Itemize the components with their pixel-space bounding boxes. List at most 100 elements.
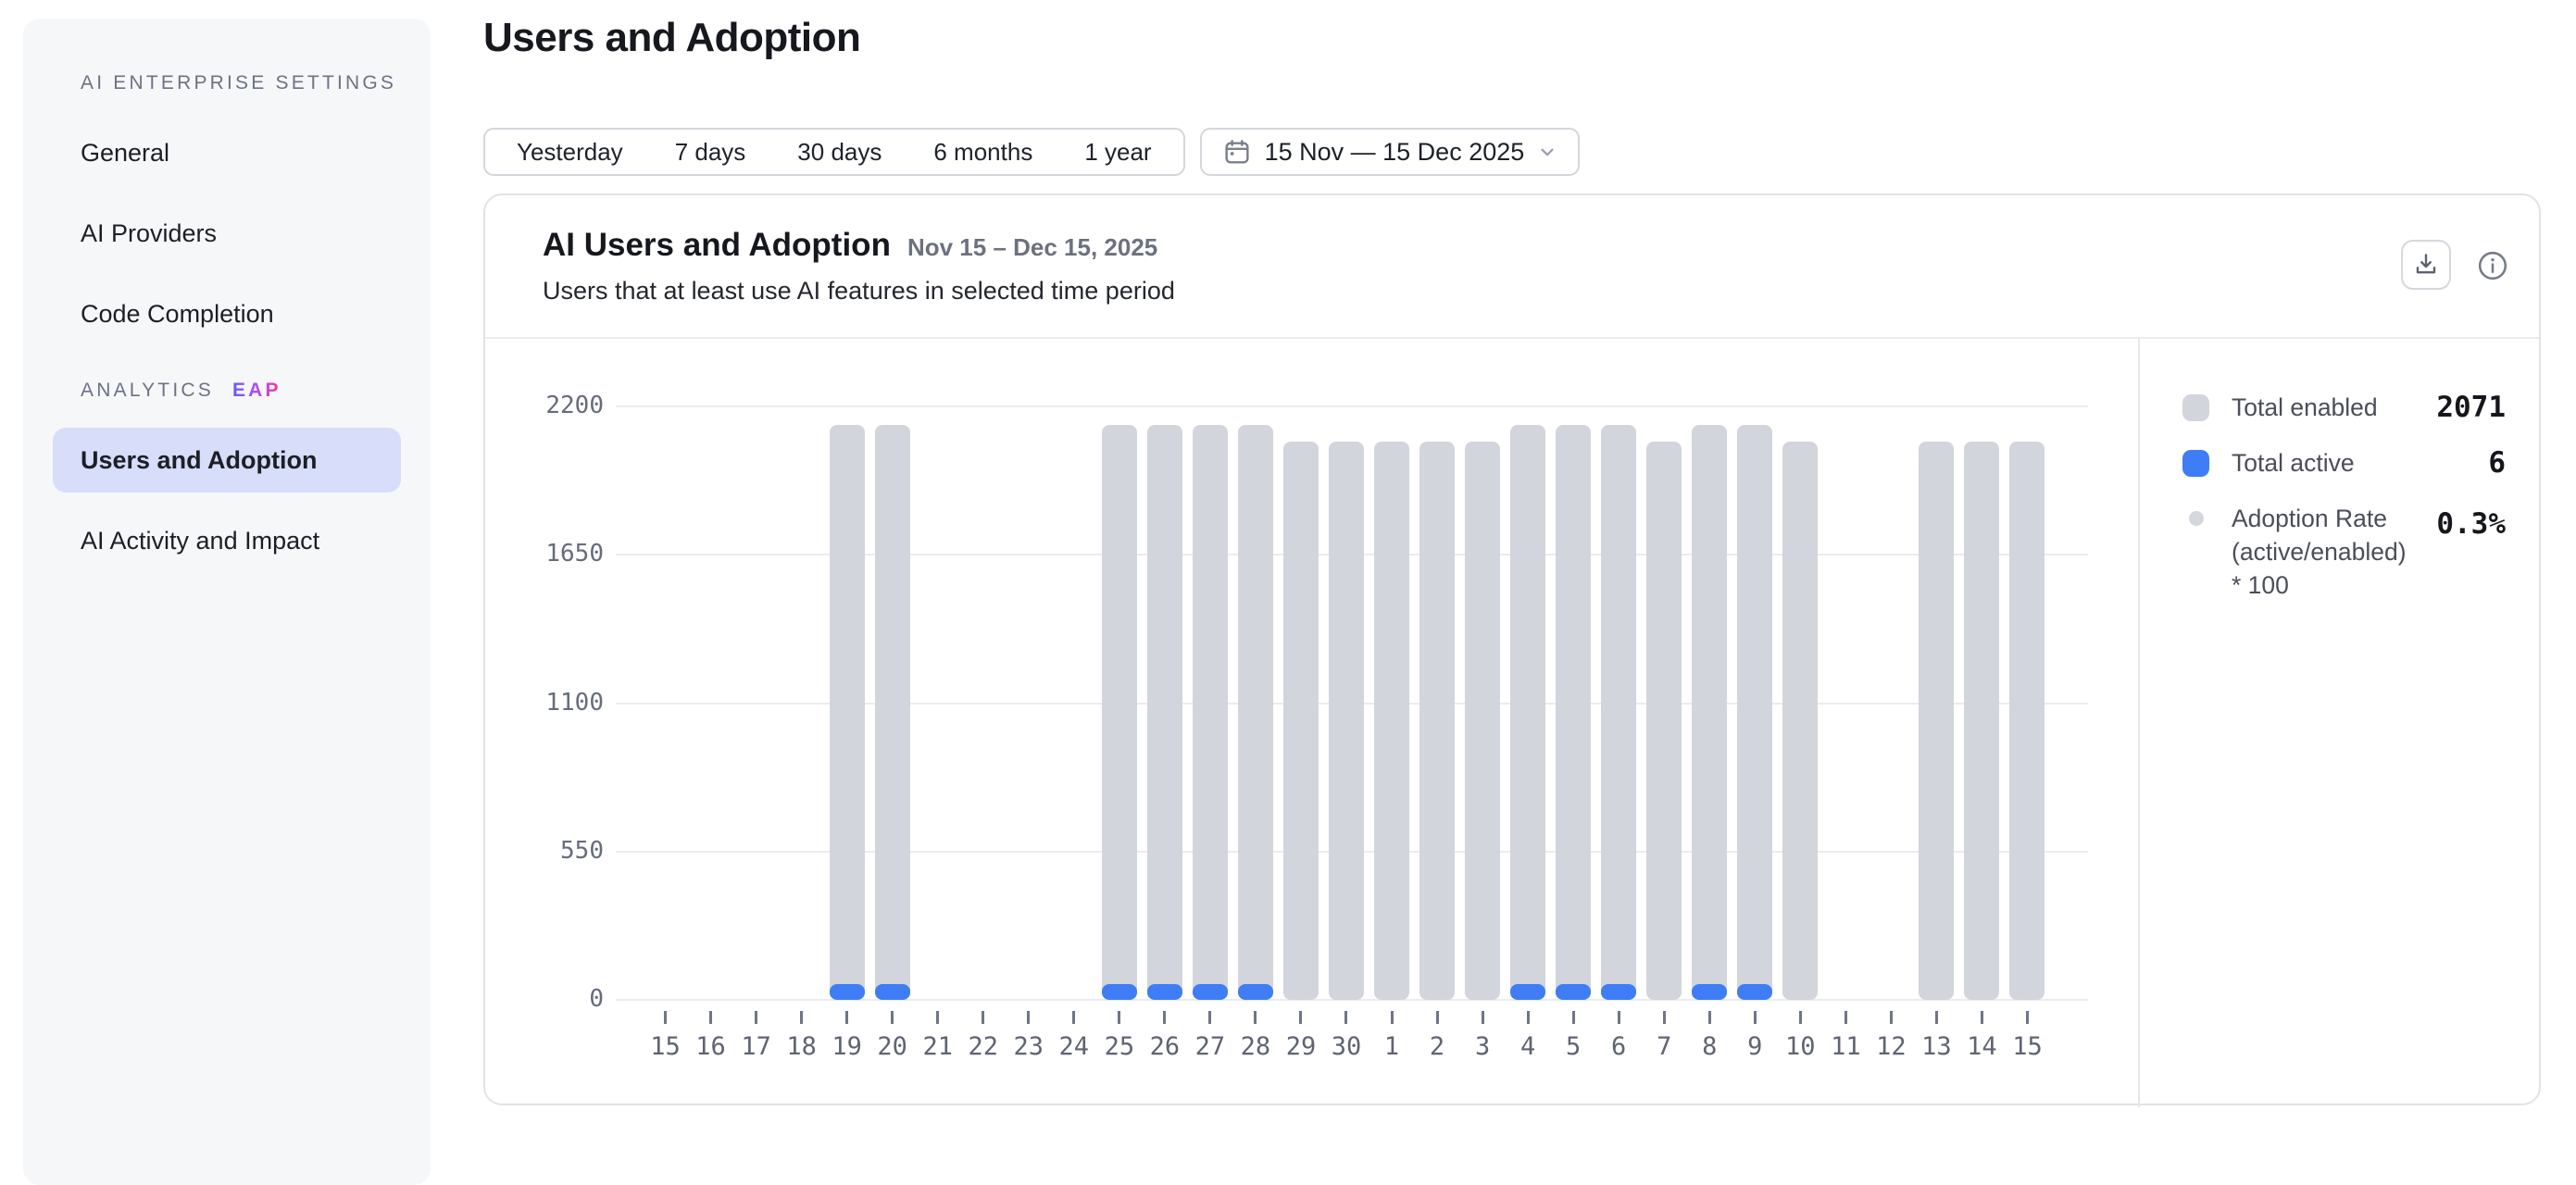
- total-enabled-bar[interactable]: [1419, 442, 1456, 1000]
- time-preset-yesterday[interactable]: Yesterday: [517, 137, 623, 166]
- x-axis-label-19: 19: [832, 1032, 862, 1061]
- chart-slot-day-17: 17: [733, 406, 779, 1061]
- total-active-bar[interactable]: [1556, 984, 1592, 1000]
- sidebar: AI ENTERPRISE SETTINGS General AI Provide…: [23, 19, 431, 1185]
- date-range-picker-button[interactable]: 15 Nov — 15 Dec 2025: [1199, 128, 1581, 176]
- total-active-bar[interactable]: [874, 984, 910, 1000]
- total-enabled-bar[interactable]: [1374, 442, 1410, 1000]
- x-axis-tick: [1844, 1011, 1847, 1024]
- total-enabled-bar[interactable]: [2009, 442, 2045, 1000]
- y-axis-label-1650: 1650: [545, 540, 604, 568]
- total-enabled-bar[interactable]: [1646, 442, 1682, 1000]
- info-button[interactable]: [2476, 249, 2509, 282]
- bar-column: [784, 406, 819, 1000]
- total-enabled-bar[interactable]: [1328, 442, 1364, 1000]
- time-preset-30-days[interactable]: 30 days: [797, 137, 882, 166]
- total-active-bar[interactable]: [1692, 984, 1728, 1000]
- bar-column: [1510, 406, 1546, 1000]
- x-axis-tick: [755, 1011, 758, 1024]
- chart-slot-day-22: 22: [960, 406, 1006, 1061]
- card-header: AI Users and Adoption Nov 15 – Dec 15, 2…: [485, 195, 2539, 337]
- total-active-bar[interactable]: [1101, 984, 1137, 1000]
- bar-column: [648, 406, 683, 1000]
- x-axis-tick: [936, 1011, 940, 1024]
- x-axis-tick: [1027, 1011, 1031, 1024]
- x-axis-tick: [1254, 1011, 1257, 1024]
- total-enabled-bar[interactable]: [1556, 425, 1592, 1000]
- x-axis-label-23: 23: [1013, 1032, 1044, 1061]
- total-enabled-bar[interactable]: [1465, 442, 1501, 1000]
- card-date-range: Nov 15 – Dec 15, 2025: [907, 233, 1158, 261]
- chart-slot-day-21: 21: [915, 406, 960, 1061]
- total-enabled-bar[interactable]: [1692, 425, 1728, 1000]
- sidebar-analytics-items: Users and Adoption AI Activity and Impact: [23, 428, 431, 573]
- chart-slot-day-19: 19: [824, 406, 869, 1061]
- bar-column: [966, 406, 1001, 1000]
- total-active-bar[interactable]: [1510, 984, 1546, 1000]
- x-axis-label-14: 14: [1967, 1032, 1997, 1061]
- x-axis-label-24: 24: [1058, 1032, 1090, 1061]
- chart-slot-day-18: 18: [779, 406, 824, 1061]
- total-enabled-bar[interactable]: [1601, 425, 1637, 1000]
- legend-label: Total active: [2232, 449, 2355, 477]
- bar-column: [1782, 406, 1819, 1000]
- total-enabled-bar[interactable]: [1192, 425, 1228, 1000]
- total-enabled-bar[interactable]: [829, 425, 865, 1000]
- bar-column: [1237, 406, 1273, 1000]
- x-axis-label-29: 29: [1285, 1032, 1317, 1061]
- total-enabled-bar[interactable]: [874, 425, 910, 1000]
- sidebar-settings-items: General AI Providers Code Completion: [23, 120, 431, 346]
- total-enabled-bar[interactable]: [1737, 425, 1773, 1000]
- sidebar-item-ai-activity-and-impact[interactable]: AI Activity and Impact: [81, 526, 320, 555]
- x-axis-tick: [709, 1011, 713, 1024]
- chart-slot-day-29: 29: [1278, 406, 1323, 1061]
- total-active-bar[interactable]: [1601, 984, 1637, 1000]
- bar-column: [1011, 406, 1046, 1000]
- x-axis-label-13: 13: [1921, 1032, 1952, 1061]
- time-preset-7-days[interactable]: 7 days: [674, 137, 746, 166]
- bar-column: [1057, 406, 1092, 1000]
- sidebar-item-users-and-adoption[interactable]: Users and Adoption: [53, 428, 401, 493]
- total-active-bar[interactable]: [1146, 984, 1182, 1000]
- total-active-bar[interactable]: [1192, 984, 1228, 1000]
- total-enabled-bar[interactable]: [1237, 425, 1273, 1000]
- time-preset-1-year[interactable]: 1 year: [1084, 137, 1152, 166]
- x-axis-tick: [1571, 1011, 1575, 1024]
- sidebar-item-general[interactable]: General: [81, 138, 170, 167]
- chart-slot-day-15: 15: [643, 406, 688, 1061]
- x-axis-label-27: 27: [1194, 1032, 1226, 1061]
- x-axis-label-26: 26: [1149, 1032, 1181, 1061]
- date-range-value: 15 Nov — 15 Dec 2025: [1264, 137, 1525, 166]
- bar-column: [1328, 406, 1364, 1000]
- chart-slot-day-10: 10: [1778, 406, 1823, 1061]
- sidebar-item-ai-providers[interactable]: AI Providers: [81, 218, 218, 247]
- x-axis-tick: [1707, 1011, 1711, 1024]
- time-preset-6-months[interactable]: 6 months: [933, 137, 1033, 166]
- x-axis-label-6: 6: [1611, 1032, 1627, 1061]
- chart-slot-day-26: 26: [1142, 406, 1187, 1061]
- total-active-bar[interactable]: [829, 984, 865, 1000]
- sidebar-item-code-completion[interactable]: Code Completion: [81, 299, 274, 328]
- legend-row-total-enabled: Total enabled 2071: [2182, 391, 2506, 424]
- bar-column: [1692, 406, 1728, 1000]
- bar-column: [874, 406, 910, 1000]
- total-enabled-bar[interactable]: [1510, 425, 1546, 1000]
- chart-slot-day-27: 27: [1187, 406, 1232, 1061]
- total-active-bar[interactable]: [1237, 984, 1273, 1000]
- total-enabled-bar[interactable]: [1964, 442, 2000, 1000]
- total-enabled-bar[interactable]: [1146, 425, 1182, 1000]
- chart-slot-day-4: 4: [1506, 406, 1551, 1061]
- total-active-bar[interactable]: [1737, 984, 1773, 1000]
- download-button[interactable]: [2401, 240, 2451, 290]
- sidebar-section-analytics: ANALYTICS EAP: [81, 380, 431, 402]
- total-enabled-bar[interactable]: [1782, 442, 1819, 1000]
- chart-slot-day-7: 7: [1642, 406, 1687, 1061]
- page-title: Users and Adoption: [483, 15, 861, 60]
- x-axis-label-25: 25: [1104, 1032, 1135, 1061]
- ai-users-adoption-card: AI Users and Adoption Nov 15 – Dec 15, 2…: [483, 193, 2541, 1107]
- chart-slot-day-6: 6: [1596, 406, 1642, 1061]
- total-enabled-bar[interactable]: [1282, 442, 1319, 1000]
- total-enabled-bar[interactable]: [1919, 442, 1955, 1000]
- chart-slot-day-1: 1: [1369, 406, 1415, 1061]
- total-enabled-bar[interactable]: [1101, 425, 1137, 1000]
